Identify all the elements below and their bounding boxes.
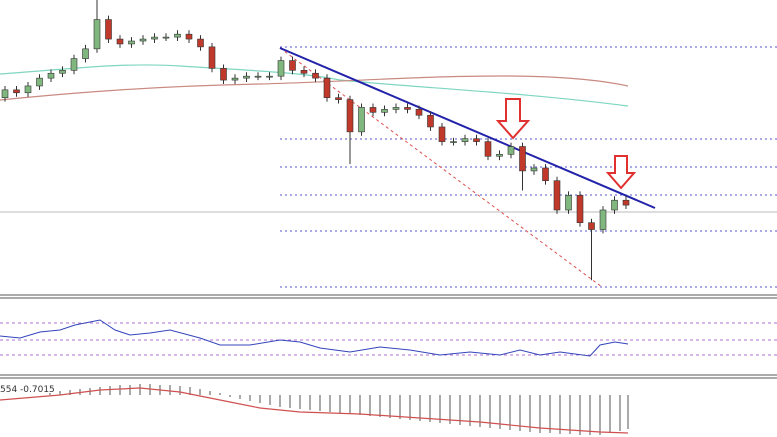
candle-body <box>392 107 400 110</box>
candle-body <box>105 19 112 40</box>
candle-body <box>335 97 342 100</box>
candle-body <box>484 141 492 157</box>
candle-body <box>519 146 526 172</box>
candle-body <box>450 141 457 143</box>
candle-body <box>185 33 193 40</box>
candle-body <box>24 85 32 94</box>
candle-body <box>277 60 285 77</box>
candle-body <box>289 60 296 71</box>
candle-body <box>197 38 204 48</box>
candle-body <box>266 75 273 78</box>
candle-body <box>553 180 561 211</box>
candle-body <box>358 107 365 133</box>
candle-body <box>243 75 250 79</box>
candle-body <box>174 33 181 38</box>
candle-body <box>369 107 377 113</box>
candle-body <box>93 19 101 50</box>
candle-body <box>82 48 89 59</box>
candle-body <box>231 77 239 81</box>
candle-body <box>59 70 66 74</box>
candle-body <box>36 77 43 87</box>
candle-body <box>542 167 549 181</box>
decor <box>0 46 777 435</box>
candle-body <box>473 138 480 142</box>
candle-body <box>507 146 515 155</box>
candle-body <box>151 36 158 40</box>
candle-body <box>415 109 423 116</box>
candle-body <box>70 58 78 71</box>
candle-body <box>220 68 227 81</box>
candle-body <box>13 89 20 94</box>
candle-body <box>162 36 170 39</box>
candle-body <box>254 75 262 78</box>
candle-body <box>381 109 388 113</box>
candle-body <box>496 154 503 157</box>
candle-body <box>438 126 446 142</box>
candle-body <box>461 138 469 142</box>
candle-body <box>565 195 572 211</box>
candle-body <box>404 107 411 110</box>
candle-body <box>139 38 147 42</box>
indicator-label: 554 -0.7015 <box>0 385 55 395</box>
candle-body <box>323 77 331 98</box>
candle-body <box>116 38 124 45</box>
candle-body <box>208 46 216 69</box>
candle-body <box>312 72 319 79</box>
candle-body <box>611 199 618 211</box>
candle-body <box>576 195 584 223</box>
candle-body <box>300 70 308 74</box>
candle-body <box>47 72 55 79</box>
candle-body <box>599 209 607 230</box>
candle-body <box>1 89 9 98</box>
candle-body <box>128 40 135 45</box>
candle-body <box>346 99 354 133</box>
candle-body <box>588 222 595 230</box>
candle-body <box>427 114 434 128</box>
candle-body <box>622 199 630 206</box>
candle-body <box>530 167 538 172</box>
